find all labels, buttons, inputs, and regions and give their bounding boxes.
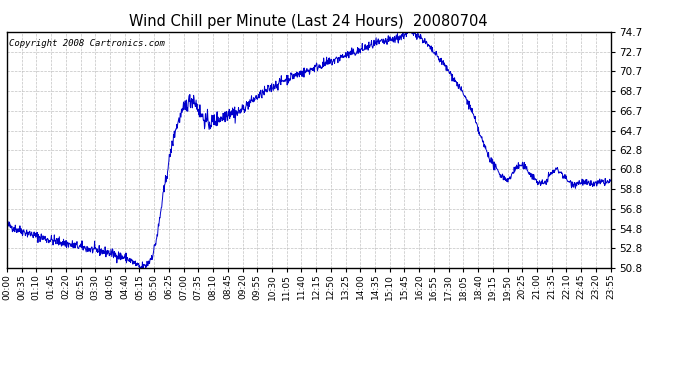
Text: Copyright 2008 Cartronics.com: Copyright 2008 Cartronics.com [9,39,165,48]
Title: Wind Chill per Minute (Last 24 Hours)  20080704: Wind Chill per Minute (Last 24 Hours) 20… [130,14,488,29]
